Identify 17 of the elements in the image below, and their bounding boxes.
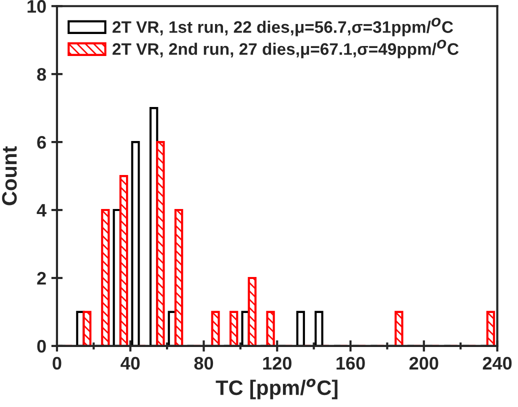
x-tick-label: 0 bbox=[52, 356, 62, 370]
legend-label: 2T VR, 2nd run, 27 dies,μ=67.1,σ=49ppm/$^{O}$C bbox=[112, 40, 459, 58]
y-tick-label: 10 bbox=[28, 0, 46, 13]
x-tick-label: 200 bbox=[409, 356, 438, 370]
x-tick-label: 120 bbox=[263, 356, 292, 370]
x-tick-label: 80 bbox=[194, 356, 214, 370]
y-tick-label: 4 bbox=[36, 204, 46, 217]
x-tick-label: 160 bbox=[336, 356, 365, 370]
y-tick-label: 0 bbox=[37, 340, 46, 353]
y-tick-label: 2 bbox=[37, 272, 46, 285]
y-axis-title: Count bbox=[2, 146, 17, 206]
y-tick-label: 6 bbox=[37, 136, 46, 149]
y-tick-label: 8 bbox=[37, 68, 46, 81]
x-tick-label: 240 bbox=[482, 356, 512, 370]
x-axis-title: TC [ppm/$^{o}$C] bbox=[216, 378, 338, 400]
x-tick-label: 40 bbox=[120, 356, 140, 370]
legend-label: 2T VR, 1st run, 22 dies,μ=56.7,σ=31ppm/$^{O}$C bbox=[112, 18, 454, 36]
